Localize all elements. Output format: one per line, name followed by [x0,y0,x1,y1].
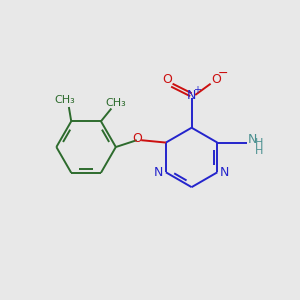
Text: CH₃: CH₃ [54,95,75,106]
Text: −: − [217,67,228,80]
Text: N: N [187,89,196,102]
Text: O: O [132,132,142,145]
Text: CH₃: CH₃ [105,98,126,108]
Text: +: + [193,85,201,95]
Text: H: H [255,138,264,148]
Text: H: H [255,146,264,157]
Text: N: N [248,133,257,146]
Text: N: N [154,166,163,179]
Text: O: O [162,73,172,86]
Text: O: O [211,73,221,86]
Text: N: N [220,166,230,179]
